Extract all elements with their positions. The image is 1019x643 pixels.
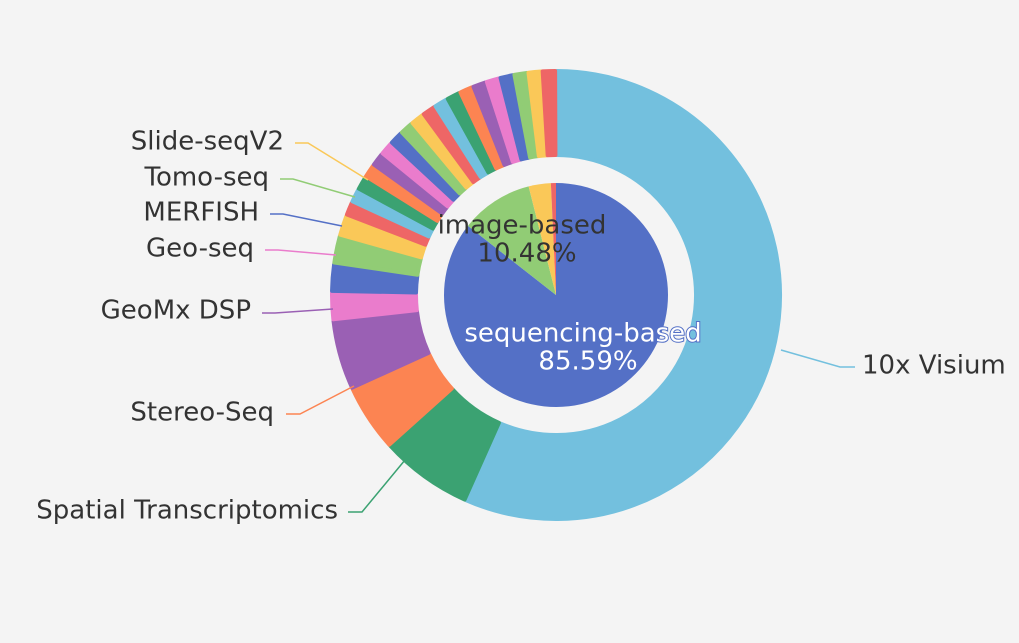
label-slide-seqv2: Slide-seqV2 [131, 127, 284, 157]
label-line-geomx-dsp [262, 308, 334, 314]
donut-slice-10x-visium[interactable] [464, 69, 782, 521]
outer-donut-ring [330, 69, 782, 521]
label-line-tomo-seq [280, 178, 356, 198]
outer-labels: 10x Visium Spatial Transcriptomics Stereo-… [36, 127, 1005, 526]
label-line-spatial-transcriptomics [348, 459, 406, 513]
inner-pie [443, 183, 669, 407]
label-merfish: MERFISH [143, 198, 259, 228]
label-line-slide-seqv2 [295, 142, 369, 181]
label-tomo-seq: Tomo-seq [143, 163, 269, 193]
label-line-merfish [270, 213, 343, 227]
outer-label-lines [262, 142, 855, 513]
label-line-stereo-seq [286, 385, 355, 415]
inner-percent-sequencing-based: 85.59% [538, 347, 637, 377]
pie-slice-2[interactable] [528, 183, 556, 295]
label-line-10x-visium [780, 349, 855, 368]
pie-slice-image-based[interactable] [467, 186, 556, 295]
pie-slice-3[interactable] [550, 183, 556, 295]
inner-label-image-based: image-based [438, 211, 607, 241]
inner-label-sequencing-based: sequencing-based [464, 319, 701, 349]
inner-percent-image-based: 10.48% [477, 239, 576, 269]
donut-slice-26[interactable] [540, 69, 558, 158]
label-line-geo-seq [265, 249, 337, 256]
label-stereo-seq: Stereo-Seq [130, 398, 274, 428]
label-10x-visium: 10x Visium [862, 351, 1006, 381]
label-geo-seq: Geo-seq [146, 234, 254, 264]
label-spatial-transcriptomics: Spatial Transcriptomics [36, 496, 338, 526]
label-geomx-dsp: GeoMx DSP [101, 296, 251, 326]
